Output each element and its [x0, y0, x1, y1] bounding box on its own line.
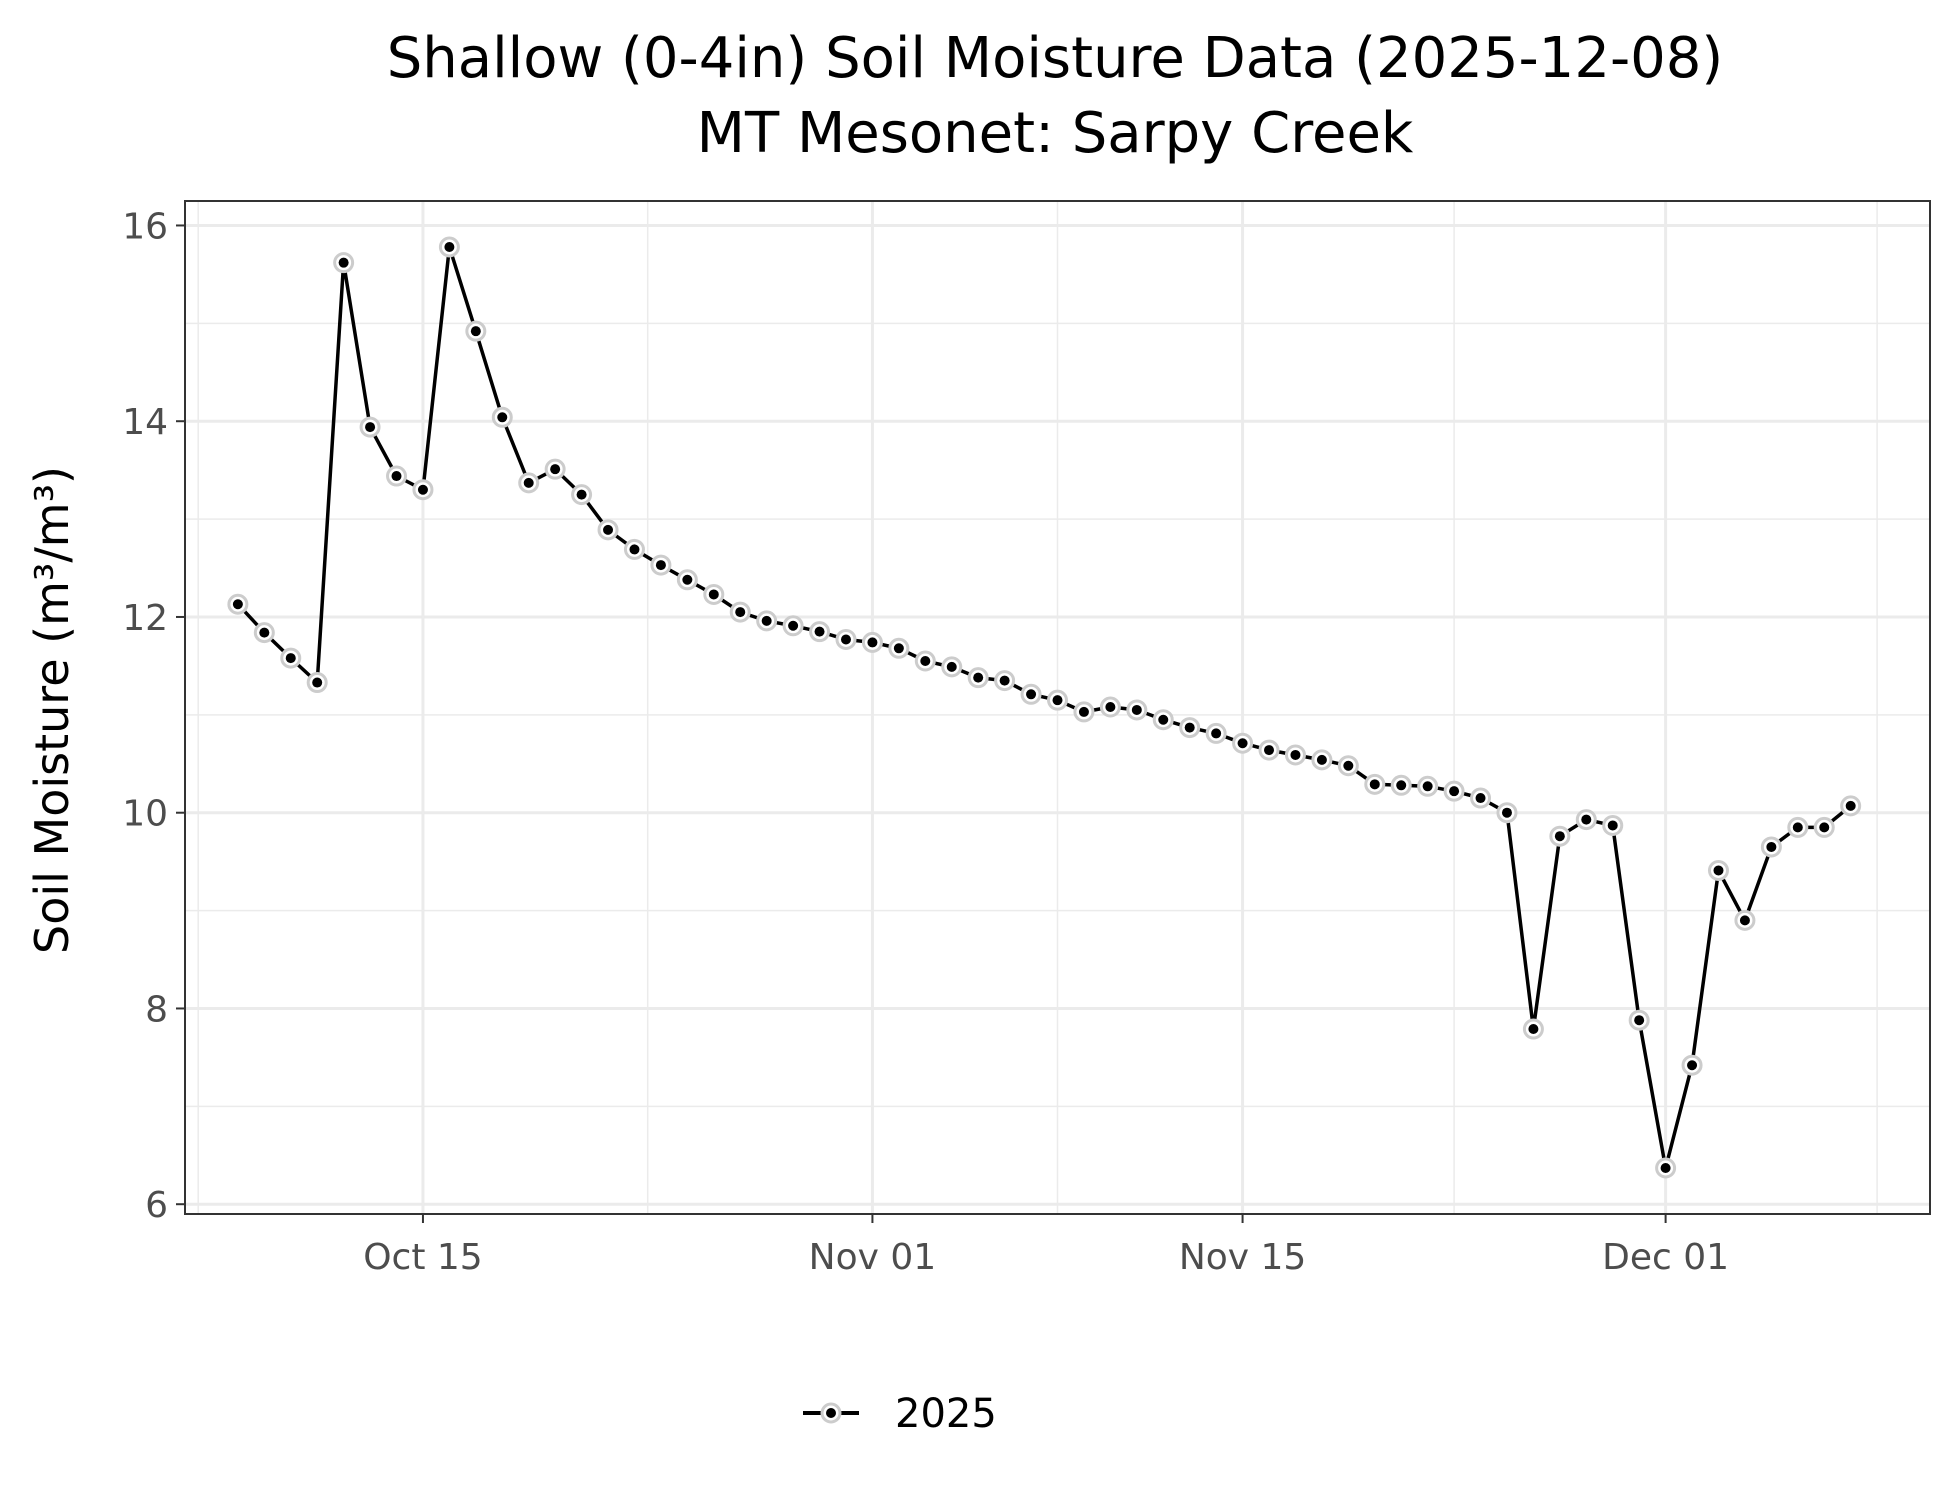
- x-tick-label: Dec 01: [1602, 1237, 1729, 1278]
- data-point: [999, 675, 1010, 686]
- y-tick-label: 8: [145, 989, 168, 1030]
- major-gridlines: [185, 201, 1930, 1214]
- data-point: [867, 637, 878, 648]
- x-tick-label: Nov 01: [809, 1237, 937, 1278]
- data-point: [1369, 779, 1380, 790]
- plot-panel-border: [184, 200, 1931, 1215]
- data-point: [444, 242, 455, 253]
- data-point: [550, 464, 561, 475]
- data-point: [232, 599, 243, 610]
- data-point: [523, 477, 534, 488]
- data-point: [1475, 793, 1486, 804]
- data-point: [1211, 728, 1222, 739]
- data-point: [946, 661, 957, 672]
- data-point: [1396, 780, 1407, 791]
- data-point: [1739, 915, 1750, 926]
- data-point: [603, 524, 614, 535]
- data-point: [312, 677, 323, 688]
- data-point: [1290, 749, 1301, 760]
- x-axis: Oct 15 Nov 01 Nov 15 Dec 01: [363, 1214, 1729, 1278]
- legend-point: [826, 1408, 836, 1418]
- data-point: [973, 672, 984, 683]
- data-point: [1713, 865, 1724, 876]
- chart-title: Shallow (0-4in) Soil Moisture Data (2025…: [387, 26, 1724, 91]
- y-tick-label: 10: [122, 794, 168, 835]
- data-point: [338, 257, 349, 268]
- data-point: [1607, 820, 1618, 831]
- y-tick-label: 16: [122, 206, 168, 247]
- y-tick-label: 6: [145, 1185, 168, 1226]
- data-point: [1792, 822, 1803, 833]
- data-point: [1554, 831, 1565, 842]
- data-point: [708, 589, 719, 600]
- data-point: [1343, 760, 1354, 771]
- data-point: [814, 626, 825, 637]
- data-point: [1184, 722, 1195, 733]
- data-point: [1501, 807, 1512, 818]
- data-point: [840, 634, 851, 645]
- x-tick-label: Nov 15: [1179, 1237, 1307, 1278]
- legend: 2025: [803, 1391, 997, 1437]
- data-point: [470, 326, 481, 337]
- x-tick-label: Oct 15: [363, 1237, 483, 1278]
- data-point: [259, 627, 270, 638]
- data-point: [1105, 702, 1116, 713]
- legend-label-2025: 2025: [895, 1391, 997, 1437]
- data-point: [1316, 754, 1327, 765]
- data-point: [1158, 714, 1169, 725]
- data-point: [1052, 695, 1063, 706]
- data-point: [682, 574, 693, 585]
- data-point: [761, 615, 772, 626]
- series-2025: [227, 236, 1862, 1179]
- data-point: [1237, 738, 1248, 749]
- data-point: [365, 422, 376, 433]
- data-point: [629, 544, 640, 555]
- data-point: [1581, 814, 1592, 825]
- data-point: [576, 489, 587, 500]
- data-point: [920, 656, 931, 667]
- data-point: [1264, 745, 1275, 756]
- data-point: [1819, 822, 1830, 833]
- chart-subtitle: MT Mesonet: Sarpy Creek: [697, 101, 1414, 166]
- data-point: [1528, 1024, 1539, 1035]
- y-axis: 6 8 10 12 14 16: [122, 206, 185, 1226]
- y-axis-title: Soil Moisture (m³/m³): [25, 466, 79, 954]
- data-point: [285, 653, 296, 664]
- data-point: [1766, 841, 1777, 852]
- data-point: [1687, 1060, 1698, 1071]
- data-point: [1660, 1162, 1671, 1173]
- data-point: [1078, 706, 1089, 717]
- data-point: [1634, 1015, 1645, 1026]
- data-point: [1845, 800, 1856, 811]
- data-point: [1449, 786, 1460, 797]
- data-point: [788, 620, 799, 631]
- data-point: [391, 471, 402, 482]
- data-point: [1026, 689, 1037, 700]
- data-point: [417, 484, 428, 495]
- y-tick-label: 12: [122, 598, 168, 639]
- data-point: [655, 560, 666, 571]
- data-point: [497, 412, 508, 423]
- data-point: [893, 643, 904, 654]
- data-point: [1422, 781, 1433, 792]
- data-point: [1131, 704, 1142, 715]
- data-point: [735, 607, 746, 618]
- y-tick-label: 14: [122, 402, 168, 443]
